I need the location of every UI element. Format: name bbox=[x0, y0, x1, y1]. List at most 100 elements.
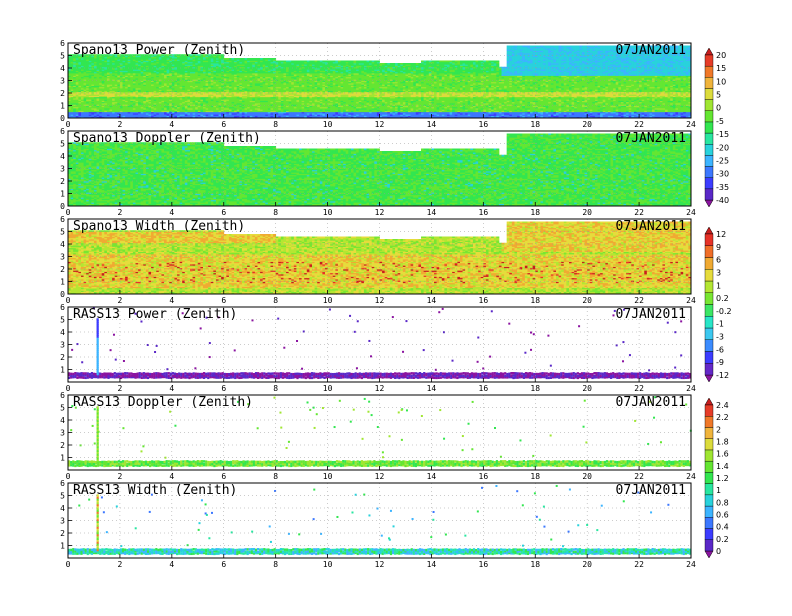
x-tick-label: 24 bbox=[686, 208, 696, 217]
colorbar-label: 5 bbox=[716, 91, 721, 100]
x-tick-label: 10 bbox=[323, 296, 333, 305]
colorbar-label: -0.2 bbox=[716, 307, 732, 316]
y-tick-label: 3 bbox=[60, 253, 65, 262]
x-tick-label: 8 bbox=[273, 384, 278, 393]
x-tick-label: 18 bbox=[530, 384, 540, 393]
colorbar-swatch bbox=[705, 416, 713, 427]
x-tick-label: 2 bbox=[118, 120, 123, 129]
spano-width-date: 07JAN2011 bbox=[616, 219, 686, 234]
x-tick-label: 20 bbox=[582, 384, 592, 393]
colorbar-swatch bbox=[705, 305, 713, 317]
x-tick-label: 12 bbox=[375, 472, 385, 481]
x-tick-label: 16 bbox=[479, 384, 489, 393]
y-tick-label: 5 bbox=[60, 228, 65, 237]
colorbar-swatch bbox=[705, 540, 713, 551]
colorbar-swatch bbox=[705, 55, 713, 66]
colorbar-swatch bbox=[705, 340, 713, 352]
x-tick-label: 4 bbox=[169, 472, 174, 481]
x-tick-label: 8 bbox=[273, 208, 278, 217]
rass-power-date: 07JAN2011 bbox=[616, 307, 686, 322]
y-tick-label: 6 bbox=[60, 39, 65, 48]
y-tick-label: 6 bbox=[60, 215, 65, 224]
x-tick-label: 16 bbox=[479, 472, 489, 481]
colorbar-label: -3 bbox=[716, 333, 724, 342]
colorbar-swatch bbox=[705, 144, 713, 155]
y-tick-label: 4 bbox=[60, 152, 65, 161]
x-tick-label: 6 bbox=[221, 208, 226, 217]
colorbar-max-arrow bbox=[705, 48, 713, 55]
x-tick-label: 4 bbox=[169, 208, 174, 217]
x-tick-label: 8 bbox=[273, 472, 278, 481]
y-tick-label: 4 bbox=[60, 64, 65, 73]
x-tick-label: 22 bbox=[634, 296, 644, 305]
colorbar-label: -5 bbox=[716, 117, 724, 126]
colorbar-swatch bbox=[705, 281, 713, 293]
colorbar-swatch bbox=[705, 316, 713, 328]
colorbar-min-arrow bbox=[705, 200, 713, 207]
colorbar-swatch bbox=[705, 484, 713, 495]
colorbar-label: 9 bbox=[716, 243, 721, 252]
x-tick-label: 2 bbox=[118, 208, 123, 217]
colorbar-swatch bbox=[705, 66, 713, 77]
x-tick-label: 12 bbox=[375, 208, 385, 217]
x-tick-label: 24 bbox=[686, 120, 696, 129]
x-tick-label: 4 bbox=[169, 296, 174, 305]
y-tick-label: 2 bbox=[60, 353, 65, 362]
y-tick-label: 2 bbox=[60, 529, 65, 538]
x-tick-label: 6 bbox=[221, 472, 226, 481]
x-tick-label: 4 bbox=[169, 384, 174, 393]
x-tick-label: 10 bbox=[323, 560, 333, 569]
y-tick-label: 3 bbox=[60, 165, 65, 174]
colorbar-label: 2 bbox=[716, 425, 721, 434]
y-tick-label: 6 bbox=[60, 479, 65, 488]
x-tick-label: 14 bbox=[427, 208, 437, 217]
colorbar-label: 10 bbox=[716, 77, 726, 86]
y-tick-label: 1 bbox=[60, 454, 65, 463]
colorbar-swatch bbox=[705, 133, 713, 144]
colorbar-label: 2.2 bbox=[716, 413, 729, 422]
y-tick-label: 6 bbox=[60, 391, 65, 400]
y-tick-label: 6 bbox=[60, 127, 65, 136]
x-tick-label: 2 bbox=[118, 296, 123, 305]
colorbar-label: -1 bbox=[716, 320, 724, 329]
colorbar-min-arrow bbox=[705, 551, 713, 558]
colorbar-swatch bbox=[705, 77, 713, 88]
x-tick-label: 22 bbox=[634, 560, 644, 569]
x-tick-label: 14 bbox=[427, 120, 437, 129]
colorbar-label: 3 bbox=[716, 268, 721, 277]
y-tick-label: 1 bbox=[60, 102, 65, 111]
x-tick-label: 0 bbox=[66, 296, 71, 305]
x-tick-label: 22 bbox=[634, 472, 644, 481]
x-tick-label: 8 bbox=[273, 560, 278, 569]
colorbar-label: 0.8 bbox=[716, 498, 729, 507]
x-tick-label: 18 bbox=[530, 120, 540, 129]
y-tick-label: 5 bbox=[60, 492, 65, 501]
x-tick-label: 18 bbox=[530, 296, 540, 305]
y-tick-label: 2 bbox=[60, 177, 65, 186]
x-tick-label: 0 bbox=[66, 560, 71, 569]
colorbar-label: 1 bbox=[716, 486, 721, 495]
colorbar-swatch bbox=[705, 461, 713, 472]
y-tick-label: 3 bbox=[60, 429, 65, 438]
x-tick-label: 6 bbox=[221, 120, 226, 129]
x-tick-label: 20 bbox=[582, 472, 592, 481]
y-tick-label: 3 bbox=[60, 77, 65, 86]
colorbar-label: -30 bbox=[716, 170, 729, 179]
y-tick-label: 4 bbox=[60, 328, 65, 337]
colorbar-3: 00.20.40.60.811.21.41.61.822.22.4 bbox=[705, 398, 729, 558]
x-tick-label: 16 bbox=[479, 208, 489, 217]
y-tick-label: 2 bbox=[60, 265, 65, 274]
x-tick-label: 8 bbox=[273, 120, 278, 129]
y-tick-label: 0 bbox=[60, 290, 65, 299]
x-tick-label: 18 bbox=[530, 208, 540, 217]
x-tick-label: 8 bbox=[273, 296, 278, 305]
x-tick-label: 22 bbox=[634, 384, 644, 393]
colorbar-swatch bbox=[705, 328, 713, 340]
